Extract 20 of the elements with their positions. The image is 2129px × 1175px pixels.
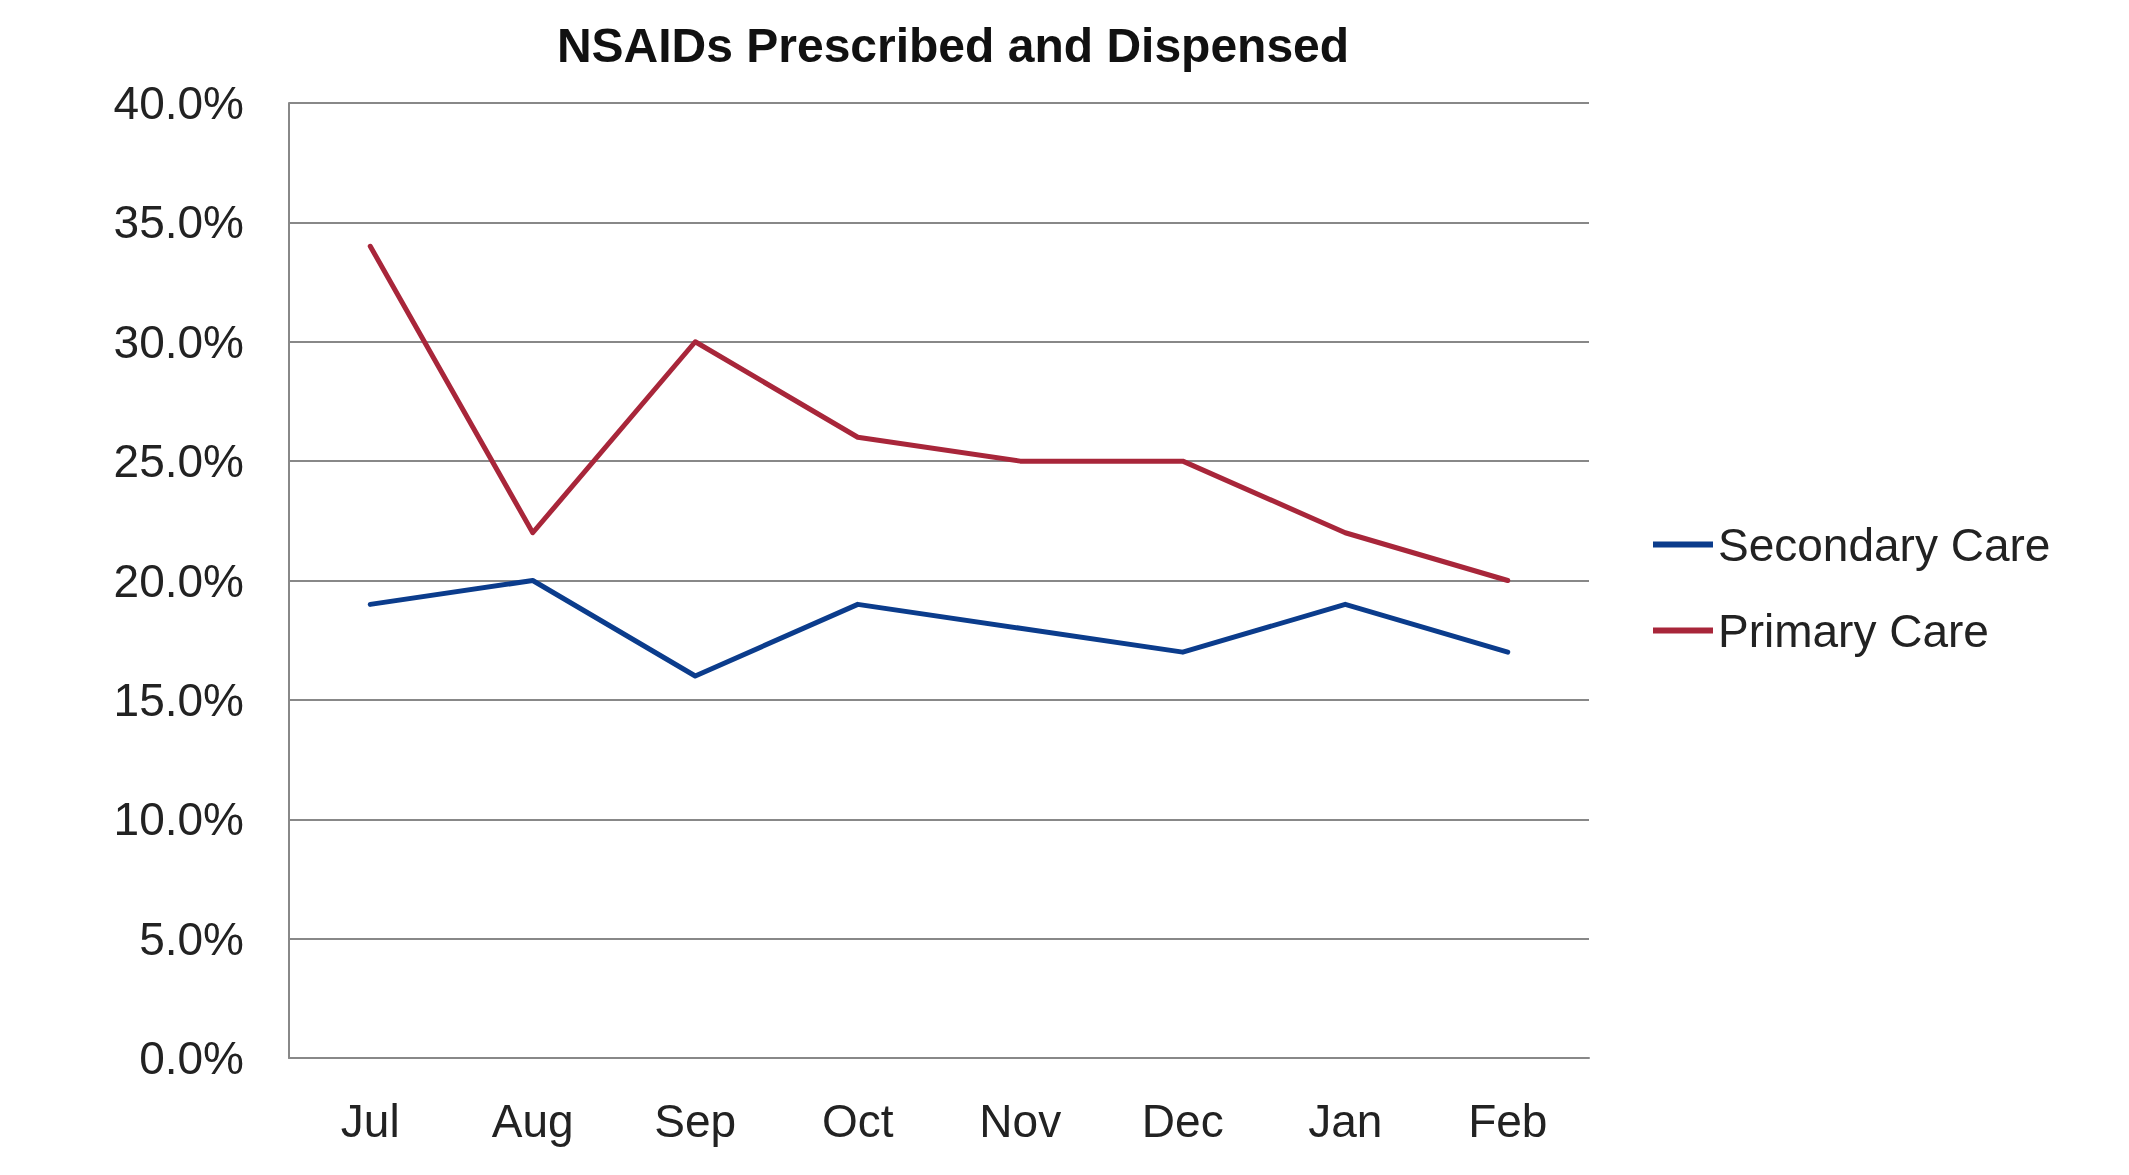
y-tick-label: 40.0% <box>113 77 244 129</box>
chart-title: NSAIDs Prescribed and Dispensed <box>556 18 1350 72</box>
x-tick-label: Sep <box>654 1095 737 1147</box>
y-tick-label: 15.0% <box>113 673 244 726</box>
y-tick-label: 25.0% <box>113 435 244 488</box>
legend-label: Secondary Care <box>1718 518 2051 571</box>
y-tick-label: 35.0% <box>113 196 244 249</box>
x-tick-label: Aug <box>491 1095 574 1147</box>
x-tick-label: Feb <box>1468 1095 1548 1147</box>
x-tick-label: Dec <box>1141 1095 1224 1147</box>
y-tick-label: 0.0% <box>139 1032 244 1084</box>
y-tick-label: 5.0% <box>139 912 244 965</box>
x-tick-label: Jan <box>1308 1095 1383 1147</box>
x-tick-label: Jul <box>340 1095 400 1147</box>
legend-label: Primary Care <box>1718 604 1989 657</box>
x-tick-label: Oct <box>821 1095 894 1147</box>
y-tick-label: 30.0% <box>113 315 244 368</box>
y-tick-label: 10.0% <box>113 793 244 846</box>
x-tick-label: Nov <box>979 1095 1062 1147</box>
y-tick-label: 20.0% <box>113 554 244 607</box>
